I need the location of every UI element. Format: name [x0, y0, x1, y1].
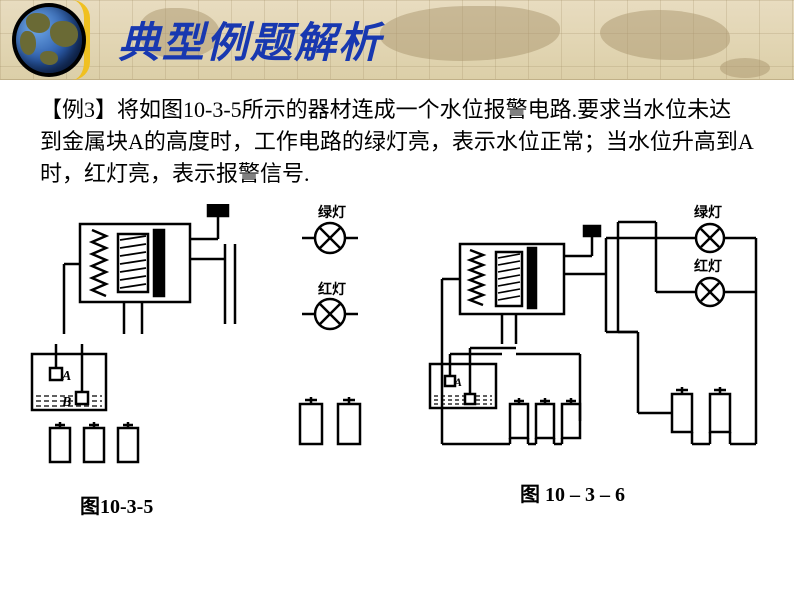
figure-right-caption: 图 10 – 3 – 6: [520, 478, 625, 507]
globe-icon: [12, 3, 86, 77]
diagram-area: A B 绿灯 红灯: [0, 194, 794, 514]
red-lamp-label: 红灯: [318, 279, 346, 299]
map-decor: [720, 58, 770, 78]
green-lamp-label: 绿灯: [318, 202, 346, 222]
figure-left-caption: 图10-3-5: [80, 490, 153, 519]
relay-tank-left: [20, 204, 250, 464]
green-lamp-label-r: 绿灯: [694, 202, 722, 222]
circuit-right: [410, 204, 790, 484]
slide-title: 典型例题解析: [118, 9, 382, 70]
red-lamp-label-r: 红灯: [694, 256, 722, 276]
block-a-label: A: [62, 369, 71, 385]
map-decor: [380, 6, 560, 61]
problem-text: 【例3】将如图10-3-5所示的器材连成一个水位报警电路.要求当水位未达 到金属…: [0, 80, 794, 194]
slide-header: 典型例题解析: [0, 0, 794, 80]
map-decor: [600, 10, 730, 60]
block-a-label-r: A: [454, 375, 462, 390]
block-b-label: B: [62, 395, 71, 411]
middle-components: [280, 204, 400, 464]
